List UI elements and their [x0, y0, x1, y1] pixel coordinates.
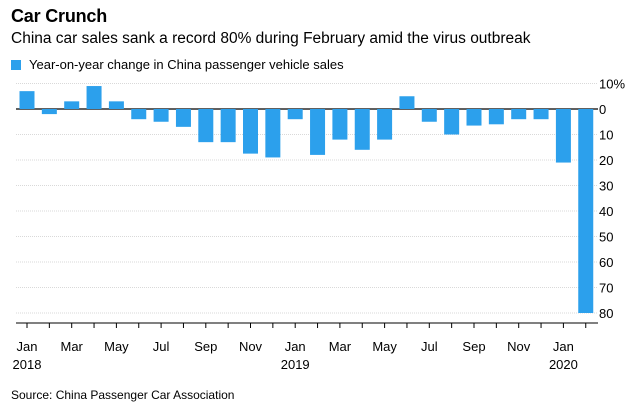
bar — [64, 101, 80, 109]
x-tick-label: Jan — [553, 339, 574, 354]
bar — [444, 109, 460, 135]
bar — [41, 109, 57, 115]
y-tick-label: 10 — [599, 128, 613, 143]
x-tick-label: Sep — [194, 339, 217, 354]
bar — [555, 109, 571, 163]
x-tick-label: Sep — [462, 339, 485, 354]
x-tick-label: Nov — [507, 339, 531, 354]
x-tick-label: May — [104, 339, 129, 354]
x-tick-label: May — [372, 339, 397, 354]
legend: Year-on-year change in China passenger v… — [11, 57, 344, 72]
bar — [243, 109, 258, 154]
bar — [511, 109, 527, 120]
bar — [19, 91, 35, 109]
chart-title: Car Crunch — [11, 6, 108, 26]
y-tick-label: 0 — [599, 102, 606, 117]
bar — [198, 109, 214, 143]
legend-swatch — [11, 59, 21, 70]
bar — [175, 109, 191, 127]
bar — [332, 109, 348, 140]
bar — [131, 109, 147, 120]
y-tick-label: 50 — [599, 230, 613, 245]
bar — [310, 109, 326, 155]
source-note: Source: China Passenger Car Association — [11, 388, 235, 402]
y-tick-label: 80 — [599, 306, 613, 321]
bar — [466, 109, 482, 126]
bar — [354, 109, 370, 150]
y-tick-label: 30 — [599, 179, 613, 194]
x-tick-label: Mar — [61, 339, 84, 354]
bar — [153, 109, 169, 122]
x-tick-label: Jul — [421, 339, 438, 354]
x-tick-label: Nov — [239, 339, 263, 354]
x-tick-year: 2018 — [13, 357, 42, 372]
bar — [488, 109, 504, 125]
x-tick-label: Jul — [153, 339, 170, 354]
y-tick-label: 40 — [599, 204, 613, 219]
bar — [265, 109, 281, 158]
bar — [399, 96, 415, 109]
bar — [287, 109, 303, 120]
bar — [578, 109, 594, 313]
y-tick-label: 20 — [599, 153, 613, 168]
bar — [377, 109, 393, 140]
x-tick-label: Mar — [329, 339, 352, 354]
legend-label: Year-on-year change in China passenger v… — [29, 57, 344, 72]
bar — [108, 101, 124, 109]
y-tick-label: 70 — [599, 281, 613, 296]
chart-subtitle: China car sales sank a record 80% during… — [11, 30, 531, 47]
x-tick-label: Jan — [17, 339, 38, 354]
bar — [86, 86, 102, 109]
y-tick-label: 10% — [599, 77, 625, 92]
x-tick-label: Jan — [285, 339, 306, 354]
x-tick-year: 2019 — [281, 357, 310, 372]
bar — [220, 109, 236, 143]
bar — [421, 109, 437, 122]
y-tick-label: 60 — [599, 255, 613, 270]
bar — [533, 109, 549, 120]
x-tick-year: 2020 — [549, 357, 578, 372]
